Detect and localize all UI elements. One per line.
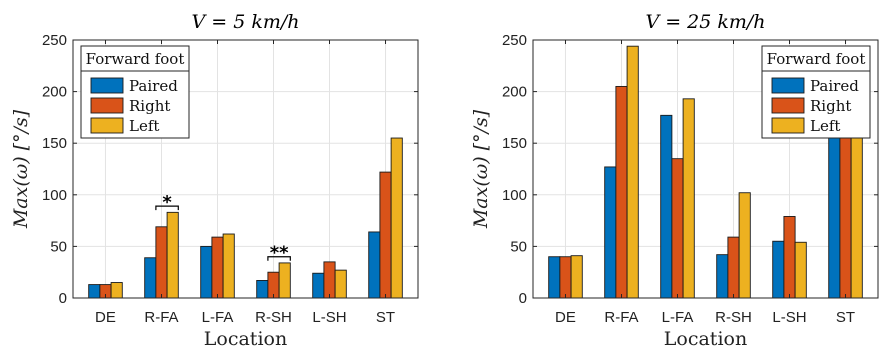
- legend-swatch-paired: [90, 77, 124, 94]
- chart-panel-2: 0 50 100 150 200 250 DE R-FA L-FA R-SH L-SH ST V = 2…: [470, 11, 879, 350]
- axes-box: [72, 39, 419, 299]
- x-tick-label: ST: [376, 309, 395, 326]
- significance-bracket: [155, 205, 179, 211]
- x-tick-label: L-FA: [202, 309, 234, 326]
- x-tick-label: R-SH: [255, 309, 292, 326]
- bar-right-l-sh: [783, 216, 796, 299]
- significance-bracket: [267, 256, 291, 261]
- x-tick-label: L-SH: [772, 309, 806, 326]
- bar-right-r-fa: [155, 226, 168, 299]
- x-tick-label: L-SH: [312, 309, 346, 326]
- y-tick-label: 100: [42, 187, 67, 204]
- x-axis-label: Location: [664, 328, 747, 350]
- bar-left-l-fa: [222, 233, 235, 299]
- bar-left-st: [850, 117, 863, 299]
- legend: Forward foot Paired Right Left: [80, 45, 190, 139]
- bar-paired-st: [828, 134, 841, 299]
- chart-title: V = 25 km/h: [645, 11, 765, 33]
- bar-left-r-sh: [278, 262, 291, 299]
- legend-label-left: Left: [810, 117, 840, 135]
- y-axis-label: Max(ω) [°/s]: [10, 109, 32, 229]
- bar-paired-l-fa: [200, 245, 213, 299]
- significance-label: **: [270, 243, 289, 264]
- x-tick-label: DE: [555, 309, 576, 326]
- bar-left-l-fa: [682, 98, 695, 299]
- bar-paired-r-sh: [256, 280, 269, 299]
- bar-paired-r-fa: [144, 257, 157, 299]
- bar-right-r-sh: [727, 236, 740, 299]
- x-axis-label: Location: [204, 328, 287, 350]
- x-tick-label: R-SH: [715, 309, 752, 326]
- legend-label-right: Right: [810, 97, 851, 115]
- legend: Forward foot Paired Right Left: [761, 45, 871, 139]
- legend-swatch-paired: [771, 77, 805, 94]
- bar-right-de: [559, 256, 572, 299]
- bar-left-r-sh: [738, 192, 751, 299]
- y-tick-label: 150: [502, 135, 527, 152]
- legend-label-paired: Paired: [129, 77, 178, 95]
- legend-swatch-left: [771, 117, 805, 134]
- bar-paired-r-fa: [604, 166, 617, 299]
- bar-right-r-fa: [615, 85, 628, 299]
- chart-panel-1: 0 50 100 150 200 250 DE R-FA L-FA R-SH L-SH ST V = 5…: [10, 11, 419, 350]
- bar-paired-de: [88, 284, 101, 299]
- bar-paired-st: [368, 231, 381, 299]
- bar-right-l-sh: [323, 261, 336, 299]
- axes-box: [532, 39, 879, 299]
- y-tick-label: 250: [42, 32, 67, 49]
- legend-label-right: Right: [129, 97, 170, 115]
- y-tick-label: 50: [510, 238, 527, 255]
- chart-title: V = 5 km/h: [191, 11, 299, 33]
- legend-title: Forward foot: [86, 50, 185, 68]
- bar-paired-l-sh: [772, 240, 785, 299]
- x-tick-label: ST: [836, 309, 855, 326]
- bar-left-r-fa: [626, 45, 639, 299]
- y-tick-label: 250: [502, 32, 527, 49]
- bar-right-l-fa: [211, 236, 224, 299]
- bar-left-de: [570, 255, 583, 299]
- legend-swatch-left: [90, 117, 124, 134]
- bar-paired-r-sh: [716, 254, 729, 299]
- y-tick-label: 0: [519, 290, 527, 307]
- legend-swatch-right: [90, 97, 124, 114]
- x-tick-label: R-FA: [604, 309, 638, 326]
- legend-swatch-right: [771, 97, 805, 114]
- bar-left-l-sh: [794, 241, 807, 299]
- y-axis-label: Max(ω) [°/s]: [470, 109, 492, 229]
- legend-label-paired: Paired: [810, 77, 859, 95]
- bar-paired-l-fa: [660, 114, 673, 299]
- bar-left-de: [110, 282, 123, 299]
- bar-paired-de: [548, 256, 561, 299]
- x-tick-label: L-FA: [662, 309, 694, 326]
- legend-label-left: Left: [129, 117, 159, 135]
- bar-left-st: [390, 137, 403, 299]
- y-tick-label: 100: [502, 187, 527, 204]
- y-tick-label: 200: [42, 84, 67, 101]
- x-tick-label: R-FA: [144, 309, 178, 326]
- y-tick-label: 0: [59, 290, 67, 307]
- bar-right-l-fa: [671, 158, 684, 299]
- y-tick-label: 150: [42, 135, 67, 152]
- significance-label: *: [162, 192, 172, 213]
- bar-left-l-sh: [334, 269, 347, 299]
- x-tick-label: DE: [95, 309, 116, 326]
- bar-paired-l-sh: [312, 272, 325, 299]
- y-tick-label: 200: [502, 84, 527, 101]
- y-tick-label: 50: [50, 238, 67, 255]
- legend-title: Forward foot: [767, 50, 866, 68]
- bar-left-r-fa: [166, 211, 179, 299]
- bar-right-st: [379, 171, 392, 299]
